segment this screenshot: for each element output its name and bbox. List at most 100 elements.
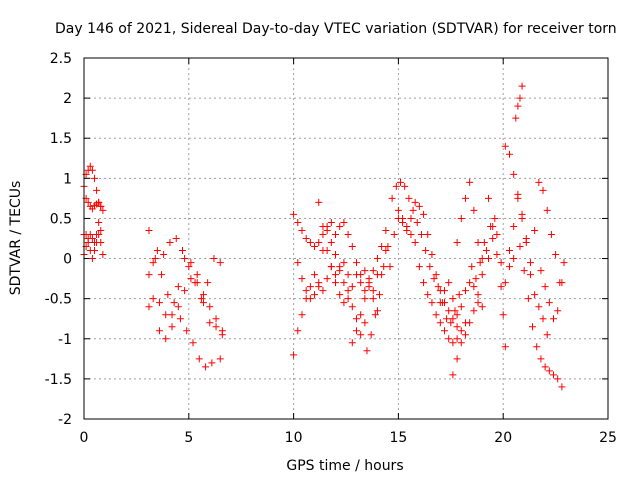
data-point [512, 114, 520, 122]
y-tick-label: -1.5 [45, 372, 72, 388]
data-point [160, 251, 168, 259]
data-point [204, 279, 212, 287]
data-point [298, 275, 306, 283]
data-point [294, 218, 302, 226]
data-point [554, 375, 562, 383]
data-point [218, 327, 226, 335]
data-point [476, 259, 484, 267]
data-point [86, 162, 94, 170]
data-point [344, 295, 352, 303]
data-point [84, 198, 92, 206]
data-point [501, 279, 509, 287]
data-point [526, 271, 534, 279]
data-point [524, 295, 532, 303]
data-point [302, 287, 310, 295]
data-point [478, 303, 486, 311]
data-point [413, 218, 421, 226]
data-point [501, 343, 509, 351]
data-point [348, 283, 356, 291]
data-point [155, 299, 163, 307]
data-point [533, 343, 541, 351]
data-point [399, 214, 407, 222]
data-point [340, 279, 348, 287]
data-point [457, 327, 465, 335]
data-point [145, 303, 153, 311]
data-point [352, 315, 360, 323]
data-point [306, 283, 314, 291]
data-point [371, 311, 379, 319]
data-point [332, 251, 340, 259]
data-point [510, 170, 518, 178]
data-point [183, 327, 191, 335]
data-point [382, 226, 390, 234]
y-tick-label: -2 [58, 412, 72, 428]
series-s3 [82, 162, 107, 214]
data-point [466, 279, 474, 287]
data-point [306, 239, 314, 247]
data-point [189, 339, 197, 347]
data-point [411, 239, 419, 247]
data-point [95, 218, 103, 226]
data-point [344, 271, 352, 279]
data-point [461, 194, 469, 202]
data-point [181, 287, 189, 295]
data-point [187, 275, 195, 283]
data-point [311, 243, 319, 251]
series-s6 [145, 275, 226, 339]
data-point [384, 243, 392, 251]
data-point [216, 259, 224, 267]
data-point [344, 287, 352, 295]
data-point [193, 271, 201, 279]
data-point [155, 327, 163, 335]
data-point [466, 178, 474, 186]
data-point [168, 323, 176, 331]
data-point [445, 279, 453, 287]
data-point [344, 230, 352, 238]
y-tick-label: 0.5 [50, 211, 72, 227]
data-point [453, 355, 461, 363]
data-point [531, 291, 539, 299]
series-s23 [485, 194, 509, 351]
data-point [162, 335, 170, 343]
data-point [474, 299, 482, 307]
data-point [336, 222, 344, 230]
data-point [181, 255, 189, 263]
series-s28 [537, 259, 568, 323]
data-point [380, 263, 388, 271]
x-tick-label: 25 [599, 430, 617, 446]
data-point [545, 299, 553, 307]
data-point [336, 267, 344, 275]
data-point [537, 355, 545, 363]
data-point [457, 303, 465, 311]
data-point [327, 263, 335, 271]
data-point [407, 230, 415, 238]
data-point [361, 287, 369, 295]
data-point [88, 166, 96, 174]
data-point [449, 371, 457, 379]
data-point [526, 259, 534, 267]
data-point [332, 230, 340, 238]
data-point [208, 359, 216, 367]
data-point [340, 259, 348, 267]
data-point [378, 243, 386, 251]
data-point [302, 235, 310, 242]
data-point [93, 186, 101, 194]
data-point [505, 247, 513, 255]
series-s7 [145, 235, 224, 303]
series-s24 [501, 142, 551, 339]
data-point [357, 271, 365, 279]
data-point [363, 347, 371, 355]
data-point [510, 255, 518, 263]
y-tick-label: -1 [58, 332, 72, 348]
data-point [466, 319, 474, 327]
data-point [550, 315, 558, 323]
data-point [445, 335, 453, 343]
data-point [453, 335, 461, 343]
data-point [482, 247, 490, 255]
data-point [311, 271, 319, 279]
data-point [352, 327, 360, 335]
data-point [90, 174, 98, 182]
data-point [428, 299, 436, 307]
data-point [332, 271, 340, 279]
series-s5 [145, 226, 224, 371]
